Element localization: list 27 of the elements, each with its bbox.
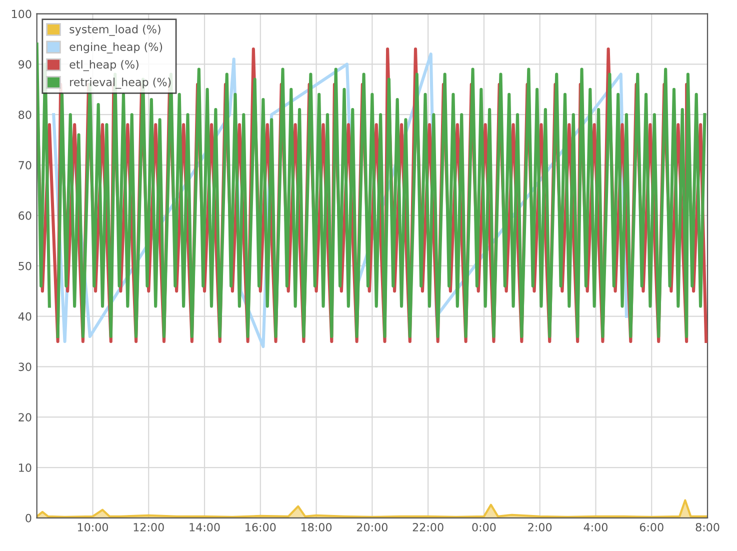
x-tick-label: 18:00 xyxy=(302,522,332,532)
x-tick-label: 0:00 xyxy=(472,522,496,532)
y-tick-label: 80 xyxy=(18,110,32,119)
legend-label: etl_heap (%) xyxy=(70,60,138,72)
x-tick-label: 4:00 xyxy=(584,522,608,532)
y-tick-label: 10 xyxy=(19,464,32,472)
x-tick-label: 2:00 xyxy=(528,522,552,532)
y-tick-label: 0 xyxy=(26,514,32,522)
y-tick-label: 70 xyxy=(18,161,32,170)
legend-label: retrieval_heap (%) xyxy=(70,78,171,89)
y-tick-label: 40 xyxy=(18,312,32,321)
y-tick-label: 20 xyxy=(18,413,32,422)
y-tick-label: 60 xyxy=(18,211,32,220)
x-tick-label: 12:00 xyxy=(134,522,164,532)
y-tick-label: 100 xyxy=(12,10,32,18)
x-tick-label: 22:00 xyxy=(412,522,444,532)
x-tick-label: 10:00 xyxy=(78,522,108,532)
x-tick-label: 6:00 xyxy=(640,522,664,532)
x-tick-label: 20:00 xyxy=(356,522,388,532)
legend-label: system_load (%) xyxy=(70,24,160,36)
y-tick-label: 90 xyxy=(18,60,32,69)
x-tick-label: 16:00 xyxy=(246,522,276,532)
x-tick-label: 8:00 xyxy=(696,522,720,532)
y-tick-label: 50 xyxy=(18,262,32,270)
legend-label: engine_heap (%) xyxy=(70,42,162,54)
y-tick-label: 30 xyxy=(18,362,32,372)
x-tick-label: 14:00 xyxy=(190,522,220,532)
